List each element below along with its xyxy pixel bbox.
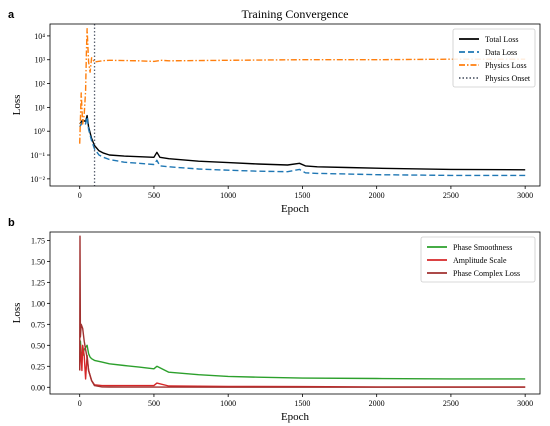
x-tick-label: 0 xyxy=(78,191,82,200)
x-tick-label: 1000 xyxy=(220,399,236,408)
x-tick-label: 1500 xyxy=(294,191,310,200)
y-tick-label: 0.75 xyxy=(31,320,45,329)
x-tick-label: 1000 xyxy=(220,191,236,200)
y-tick-label: 0.50 xyxy=(31,341,45,350)
x-tick-label: 2000 xyxy=(369,191,385,200)
legend: Phase Smoothness Amplitude Scale Phase Com… xyxy=(420,236,536,283)
y-tick-label: 0.25 xyxy=(31,362,45,371)
y-axis-label: Loss xyxy=(11,95,23,116)
x-axis-label: Epoch xyxy=(281,411,310,423)
series-line-total-loss xyxy=(79,114,526,171)
legend-label: Physics Onset xyxy=(485,74,531,83)
y-tick-label: 10³ xyxy=(35,56,46,65)
y-axis-label: Loss xyxy=(11,303,23,324)
legend: Total Loss Data Loss Physics Loss Physics O… xyxy=(452,28,536,88)
legend-label: Data Loss xyxy=(485,48,517,57)
y-tick-label: 10⁰ xyxy=(34,127,45,136)
series-line-physics-loss xyxy=(79,28,526,144)
y-tick-label: 1.50 xyxy=(31,257,45,266)
y-tick-label: 10⁻² xyxy=(30,175,45,184)
x-tick-label: 2500 xyxy=(443,399,459,408)
x-tick-label: 500 xyxy=(148,399,160,408)
y-tick-label: 1.75 xyxy=(31,236,45,245)
legend-label: Phase Smoothness xyxy=(453,243,512,252)
series-line-phase-smoothness xyxy=(79,340,526,380)
legend-label: Phase Complex Loss xyxy=(453,269,520,278)
legend-label: Amplitude Scale xyxy=(453,256,507,265)
series-line-amplitude-scale xyxy=(79,344,526,388)
y-tick-label: 0.00 xyxy=(31,383,45,392)
panel-letter: a xyxy=(8,9,15,21)
x-tick-label: 3000 xyxy=(517,399,533,408)
plot-area xyxy=(79,24,526,186)
chart-title: Training Convergence xyxy=(242,7,349,21)
x-tick-label: 3000 xyxy=(517,191,533,200)
legend-box xyxy=(420,236,536,283)
y-tick-label: 10⁴ xyxy=(34,32,45,41)
x-tick-label: 500 xyxy=(148,191,160,200)
legend-label: Total Loss xyxy=(485,35,518,44)
y-tick-label: 10² xyxy=(35,80,46,89)
panel-b: b 0 500 1000 1500 2000 2500 3000 0.00 0.25 0.50 0.7… xyxy=(8,217,541,423)
y-tick-label: 10¹ xyxy=(35,103,46,112)
legend-box xyxy=(452,28,536,88)
series-line-phase-complex-loss xyxy=(78,235,526,388)
series-line-data-loss xyxy=(79,116,526,177)
legend-label: Physics Loss xyxy=(485,61,527,70)
panel-letter: b xyxy=(8,217,15,229)
x-tick-label: 2500 xyxy=(443,191,459,200)
plot-area xyxy=(78,235,526,388)
x-axis-label: Epoch xyxy=(281,203,310,215)
x-tick-label: 2000 xyxy=(369,399,385,408)
x-tick-label: 1500 xyxy=(294,399,310,408)
panel-a: a Training Convergence 0 500 1000 1500 2000 250… xyxy=(8,7,541,215)
y-tick-label: 1.25 xyxy=(31,278,45,287)
y-tick-label: 10⁻¹ xyxy=(30,151,45,160)
x-tick-label: 0 xyxy=(78,399,82,408)
plot-frame xyxy=(49,23,541,187)
plot-frame xyxy=(49,231,541,395)
y-tick-label: 1.00 xyxy=(31,299,45,308)
